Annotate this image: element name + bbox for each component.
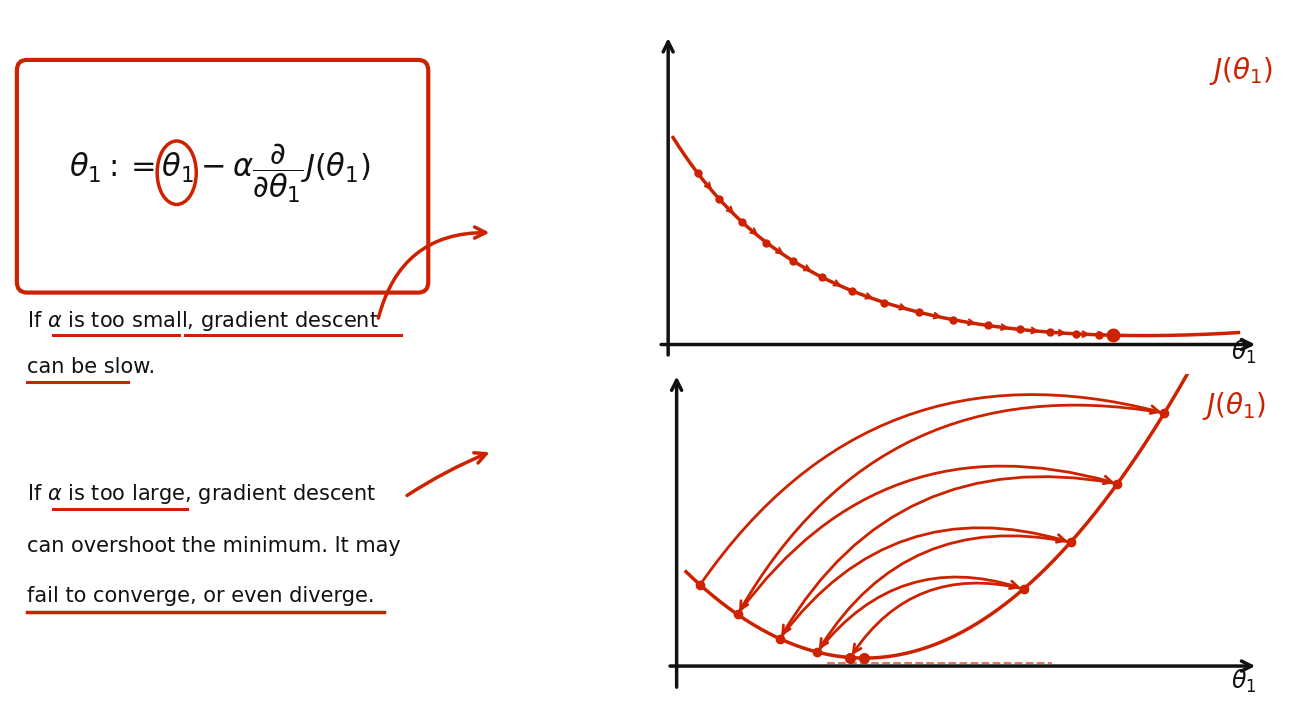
- FancyBboxPatch shape: [17, 60, 428, 293]
- Text: fail to converge, or even diverge.: fail to converge, or even diverge.: [27, 586, 375, 606]
- Text: $\theta_1$: $\theta_1$: [1231, 339, 1255, 366]
- Text: If $\alpha$ is too large, gradient descent: If $\alpha$ is too large, gradient desce…: [27, 482, 376, 505]
- Text: $J(\theta_1)$: $J(\theta_1)$: [1202, 390, 1266, 422]
- Text: $\theta_1 := \theta_1 - \alpha\dfrac{\partial}{\partial\theta_1}J(\theta_1)$: $\theta_1 := \theta_1 - \alpha\dfrac{\pa…: [69, 141, 370, 204]
- Text: $J(\theta_1)$: $J(\theta_1)$: [1209, 54, 1272, 87]
- Text: can overshoot the minimum. It may: can overshoot the minimum. It may: [27, 537, 401, 556]
- Text: $\theta_1$: $\theta_1$: [1231, 668, 1257, 694]
- Text: If $\alpha$ is too small, gradient descent: If $\alpha$ is too small, gradient desce…: [27, 309, 379, 333]
- Text: can be slow.: can be slow.: [27, 357, 156, 376]
